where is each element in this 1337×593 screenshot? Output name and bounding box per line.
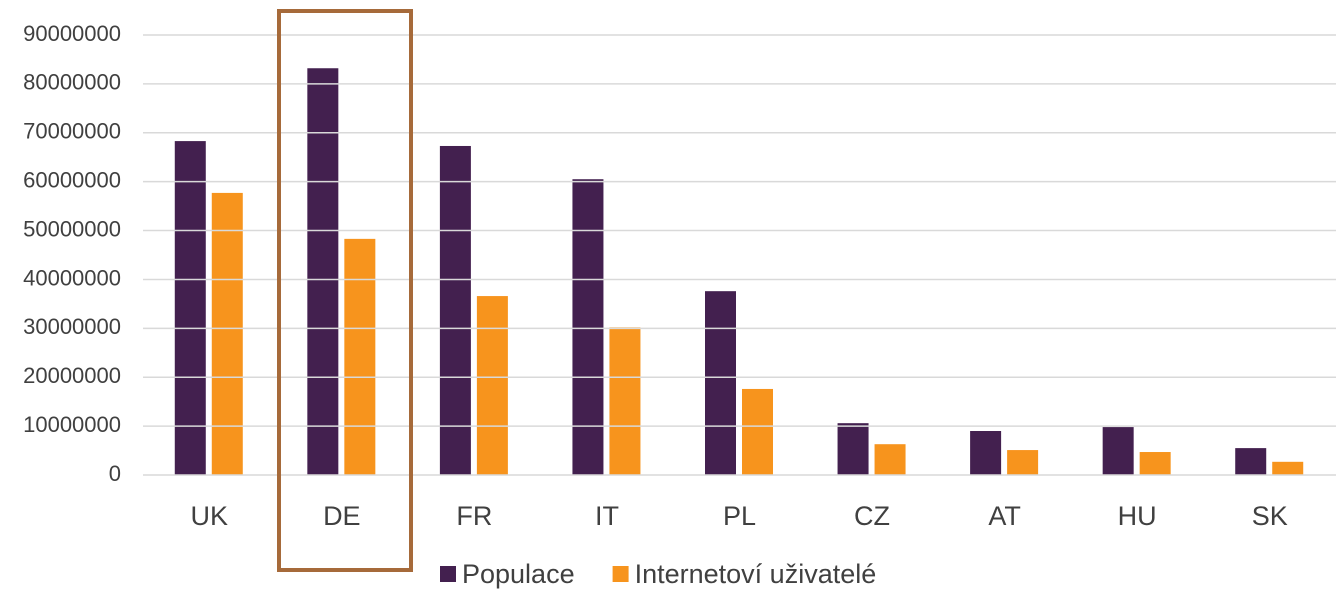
x-tick-label: AT — [988, 501, 1021, 531]
bar — [211, 192, 243, 475]
x-tick-label: IT — [595, 501, 619, 531]
bar — [874, 444, 906, 475]
legend-swatch — [440, 566, 456, 582]
x-tick-label: PL — [723, 501, 756, 531]
y-tick-label: 40000000 — [23, 265, 121, 290]
x-tick-label: FR — [456, 501, 492, 531]
bar — [476, 296, 508, 475]
bar — [1272, 461, 1304, 475]
bar — [837, 423, 869, 475]
bar — [1139, 452, 1171, 475]
y-tick-label: 20000000 — [23, 363, 121, 388]
bar — [1102, 427, 1134, 475]
bar — [609, 327, 641, 475]
bar — [1007, 450, 1039, 475]
bar — [344, 238, 376, 475]
y-tick-label: 0 — [109, 461, 121, 486]
y-tick-label: 60000000 — [23, 167, 121, 192]
x-tick-label: CZ — [854, 501, 890, 531]
bar — [307, 68, 339, 475]
bar — [705, 291, 736, 475]
x-tick-label: DE — [323, 501, 361, 531]
legend-swatch — [612, 566, 629, 582]
bar — [1235, 448, 1267, 475]
bar — [174, 141, 206, 476]
highlight-box — [277, 9, 413, 572]
x-tick-label: SK — [1252, 501, 1288, 531]
y-tick-label: 50000000 — [23, 216, 121, 241]
bar — [439, 145, 471, 475]
x-tick-label: HU — [1118, 501, 1157, 531]
bar — [970, 431, 1002, 475]
x-tick-label: UK — [191, 501, 229, 531]
bar — [572, 179, 604, 475]
y-tick-label: 70000000 — [23, 119, 121, 144]
legend-label: Internetoví uživatelé — [635, 559, 877, 589]
y-tick-label: 30000000 — [23, 314, 121, 339]
y-tick-label: 10000000 — [23, 412, 121, 437]
y-tick-label: 90000000 — [23, 21, 121, 46]
bar — [742, 388, 773, 475]
y-tick-label: 80000000 — [23, 70, 121, 95]
legend-label: Populace — [462, 559, 575, 589]
